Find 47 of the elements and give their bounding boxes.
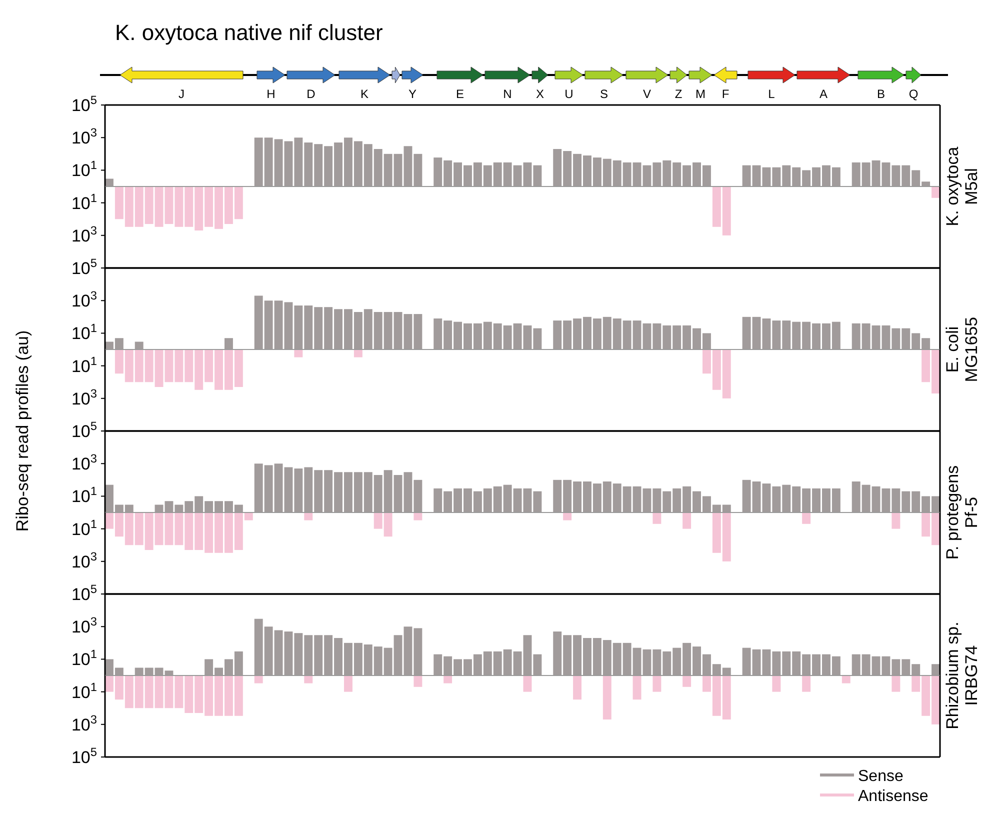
y2-axis-title: K. oxytoca M5al xyxy=(943,146,981,226)
text: B xyxy=(876,87,886,101)
text: A xyxy=(819,87,828,101)
y2-axis-title: Rhizobium sp. IRBG74 xyxy=(943,622,981,730)
y-tick-label: 10$^{5}$ xyxy=(71,745,98,767)
y-tick-label: 10$^{1}$ xyxy=(71,484,98,506)
y-tick-label: 10$^{3}$ xyxy=(71,126,98,148)
text: Y xyxy=(408,87,417,101)
text: K xyxy=(360,87,369,101)
text: S xyxy=(600,87,608,101)
text: F xyxy=(722,87,730,101)
text: L xyxy=(768,87,776,101)
y-tick-label: 10$^{3}$ xyxy=(71,288,98,311)
y-tick-label: 10$^{5}$ xyxy=(71,256,98,278)
text: N xyxy=(503,87,512,101)
text: H xyxy=(266,87,276,101)
y-tick-label: 10$^{3}$ xyxy=(71,452,98,474)
y-tick-label: 10$^{1}$ xyxy=(71,190,98,213)
y-tick-label: 10$^{5}$ xyxy=(71,582,98,604)
legend-label: Antisense xyxy=(858,788,928,805)
text: M xyxy=(696,87,706,101)
text: J xyxy=(178,87,184,101)
y-tick-label: 10$^{1}$ xyxy=(71,680,98,702)
y-tick-label: 10$^{1}$ xyxy=(71,354,98,376)
text: E xyxy=(456,87,464,101)
y2-axis-title: P. protegens Pf-5 xyxy=(943,465,981,560)
y-tick-label: 10$^{1}$ xyxy=(71,647,98,670)
text: Q xyxy=(908,87,918,101)
y-tick-label: 10$^{1}$ xyxy=(71,158,98,180)
y-tick-label: 10$^{1}$ xyxy=(71,321,98,344)
y2-axis-title: E. coli MG1655 xyxy=(943,316,981,382)
legend-label: Sense xyxy=(858,768,904,785)
y-tick-label: 10$^{3}$ xyxy=(71,386,98,408)
y-tick-label: 10$^{5}$ xyxy=(71,419,98,441)
text: X xyxy=(536,87,544,101)
y-tick-label: 10$^{5}$ xyxy=(71,93,98,115)
text: V xyxy=(642,87,652,101)
text: Z xyxy=(674,87,682,101)
y-tick-label: 10$^{3}$ xyxy=(71,549,98,572)
y-tick-label: 10$^{3}$ xyxy=(71,223,98,246)
text: U xyxy=(564,87,574,101)
y-tick-label: 10$^{1}$ xyxy=(71,516,98,539)
chart-title: K. oxytoca native nif cluster xyxy=(115,20,383,45)
y-tick-label: 10$^{3}$ xyxy=(71,614,98,637)
y-axis-title: Ribo-seq read profiles (au) xyxy=(13,330,32,532)
y-tick-label: 10$^{3}$ xyxy=(71,712,98,734)
text: D xyxy=(306,87,316,101)
